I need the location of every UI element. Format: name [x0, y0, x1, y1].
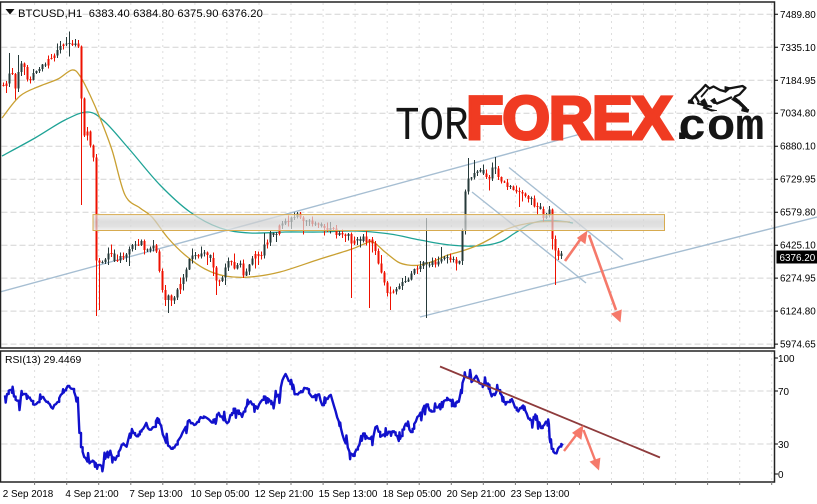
svg-text:BTCUSD,H1 6383.40 6384.80 637: BTCUSD,H1 6383.40 6384.80 6375.90 6376.2… [18, 8, 263, 20]
svg-text:70: 70 [778, 387, 789, 398]
svg-text:30: 30 [778, 440, 789, 451]
svg-text:7184.95: 7184.95 [780, 76, 816, 87]
svg-text:10 Sep 05:00: 10 Sep 05:00 [191, 489, 250, 500]
svg-text:18 Sep 05:00: 18 Sep 05:00 [383, 489, 442, 500]
svg-text:6124.80: 6124.80 [780, 307, 816, 318]
svg-text:6274.95: 6274.95 [780, 274, 816, 285]
svg-text:6729.95: 6729.95 [780, 175, 816, 186]
svg-text:RSI(13) 29.4469: RSI(13) 29.4469 [5, 355, 81, 366]
svg-text:7335.10: 7335.10 [780, 43, 816, 54]
svg-text:6425.10: 6425.10 [780, 241, 816, 252]
svg-text:5974.65: 5974.65 [780, 340, 816, 351]
svg-text:20 Sep 21:00: 20 Sep 21:00 [447, 489, 506, 500]
svg-text:6880.10: 6880.10 [780, 142, 816, 153]
svg-text:4 Sep 21:00: 4 Sep 21:00 [65, 489, 119, 500]
svg-text:23 Sep 13:00: 23 Sep 13:00 [511, 489, 570, 500]
svg-text:.: . [669, 103, 695, 153]
svg-text:com: com [678, 103, 764, 153]
svg-text:12 Sep 21:00: 12 Sep 21:00 [255, 489, 314, 500]
svg-text:100: 100 [778, 354, 795, 365]
svg-text:6376.20: 6376.20 [780, 253, 816, 264]
svg-text:2 Sep 2018: 2 Sep 2018 [3, 489, 54, 500]
svg-text:7 Sep 13:00: 7 Sep 13:00 [129, 489, 183, 500]
svg-text:7489.80: 7489.80 [780, 10, 816, 21]
svg-text:0: 0 [778, 470, 784, 481]
svg-text:15 Sep 13:00: 15 Sep 13:00 [319, 489, 378, 500]
svg-text:TOR: TOR [395, 101, 469, 154]
svg-text:7034.80: 7034.80 [780, 109, 816, 120]
svg-text:6579.80: 6579.80 [780, 208, 816, 219]
svg-text:FOREX: FOREX [466, 84, 673, 153]
